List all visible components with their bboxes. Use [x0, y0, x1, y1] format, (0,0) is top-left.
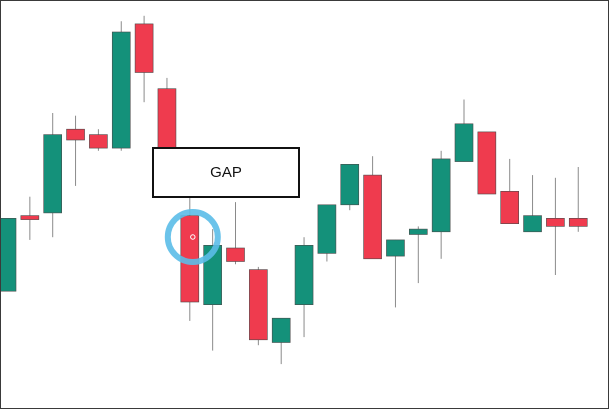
candle-body — [363, 174, 382, 260]
candle-body — [89, 134, 108, 149]
candle-19 — [408, 226, 428, 284]
candle-26 — [568, 167, 588, 232]
candle-body — [386, 239, 405, 257]
candle-23 — [500, 158, 520, 225]
candle-12 — [249, 266, 268, 346]
candle-2 — [20, 196, 40, 240]
gap-callout-label: GAP — [210, 164, 242, 181]
candle-14 — [294, 237, 314, 338]
candle-17 — [363, 156, 382, 260]
candle-body — [477, 131, 497, 195]
candle-5 — [89, 129, 108, 151]
candle-25 — [546, 177, 565, 275]
candle-20 — [431, 150, 451, 259]
candle-21 — [454, 99, 474, 162]
candle-body — [317, 204, 337, 254]
candle-body — [546, 218, 565, 227]
candle-1 — [1, 218, 17, 292]
candle-18 — [386, 239, 405, 308]
annotation-layer: GAP — [152, 147, 300, 265]
candle-body — [134, 23, 154, 73]
candle-body — [111, 31, 131, 149]
candle-body — [20, 215, 40, 220]
candle-body — [454, 123, 474, 162]
candle-body — [66, 128, 85, 141]
candle-13 — [271, 317, 291, 365]
candle-body — [226, 247, 245, 262]
candle-3 — [43, 113, 63, 238]
candle-body — [294, 245, 314, 306]
candle-7 — [134, 15, 154, 103]
candle-4 — [66, 115, 85, 186]
candle-body — [568, 218, 588, 227]
candle-15 — [317, 204, 337, 262]
candle-body — [157, 88, 177, 157]
gap-callout-box — [152, 147, 300, 198]
candle-body — [431, 158, 451, 233]
candle-16 — [340, 164, 360, 211]
candle-body — [43, 134, 63, 214]
candle-22 — [477, 131, 497, 195]
candles-layer — [1, 15, 588, 365]
candle-body — [500, 191, 520, 225]
candle-body — [249, 269, 268, 341]
candle-body — [408, 228, 428, 235]
candle-body — [340, 164, 360, 206]
highlight-center-dot — [190, 234, 196, 240]
candle-body — [1, 218, 17, 292]
candle-body — [271, 317, 291, 343]
candle-body — [523, 215, 542, 233]
highlight-circle — [164, 209, 221, 265]
candle-6 — [111, 21, 131, 151]
candle-11 — [226, 202, 245, 265]
candle-24 — [523, 175, 542, 233]
